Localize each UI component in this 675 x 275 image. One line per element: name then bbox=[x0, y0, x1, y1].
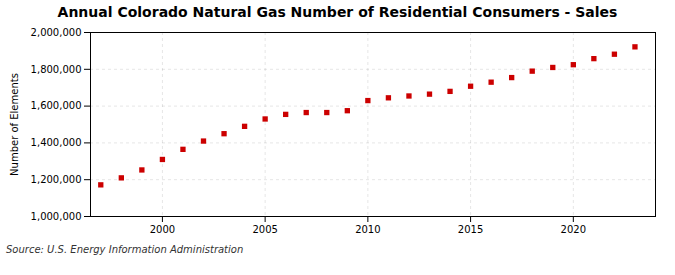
svg-text:2000: 2000 bbox=[150, 224, 175, 235]
html-text:Source: U.S. Energy Informatio: Source: U.S. Energy Information Administ… bbox=[6, 244, 244, 255]
svg-text:2,000,000: 2,000,000 bbox=[31, 27, 82, 38]
html-text:Annual Colorado Natural Gas Nu: Annual Colorado Natural Gas Number of Re… bbox=[57, 4, 618, 20]
svg-text:1,200,000: 1,200,000 bbox=[31, 174, 82, 185]
svg-text:1,400,000: 1,400,000 bbox=[31, 137, 82, 148]
svg-text:1,000,000: 1,000,000 bbox=[31, 211, 82, 222]
svg-text:2020: 2020 bbox=[561, 224, 586, 235]
svg-text:2015: 2015 bbox=[458, 224, 483, 235]
svg-text:2005: 2005 bbox=[252, 224, 277, 235]
svg-text:1,800,000: 1,800,000 bbox=[31, 64, 82, 75]
svg-text:2010: 2010 bbox=[355, 224, 380, 235]
svg-text:1,600,000: 1,600,000 bbox=[31, 100, 82, 111]
svg-text:Number of Elements: Number of Elements bbox=[9, 73, 20, 176]
